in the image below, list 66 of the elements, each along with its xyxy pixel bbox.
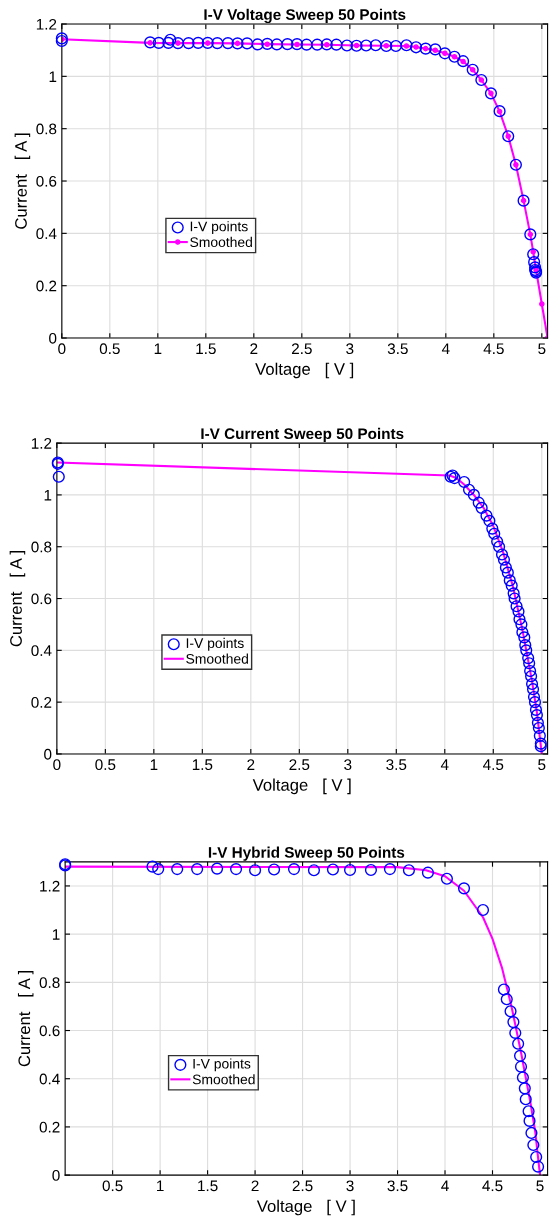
- x-axis-title: Voltage [ V ]: [256, 1199, 355, 1216]
- y-tick-label: 1.2: [31, 437, 52, 449]
- x-tick-label: 5: [536, 1180, 544, 1192]
- y-tick-label: 0.6: [31, 593, 52, 605]
- x-tick-label: 3: [346, 343, 354, 355]
- x-tick-label: 0.5: [99, 343, 120, 355]
- y-tick-label: 0.2: [36, 280, 57, 292]
- x-tick-label: 4: [441, 343, 450, 354]
- y-axis-title: Current [ A ]: [17, 971, 34, 1067]
- x-tick-label: 0.5: [95, 759, 116, 771]
- y-tick-label: 0.8: [39, 977, 60, 989]
- x-tick-label: 4.5: [483, 759, 504, 771]
- x-tick-label: 1.5: [196, 343, 216, 355]
- x-tick-label: 3: [346, 1180, 354, 1192]
- y-tick-label: 1.2: [36, 18, 57, 30]
- x-tick-label: 1: [150, 759, 158, 770]
- legend-label: Smoothed: [192, 1074, 255, 1085]
- y-tick-label: 1: [52, 929, 60, 940]
- x-tick-label: 3: [344, 759, 352, 771]
- x-tick-label: 4: [440, 759, 449, 770]
- x-tick-label: 3.5: [387, 343, 408, 355]
- y-tick-label: 0.6: [36, 175, 57, 187]
- x-axis-title: Voltage [ V ]: [255, 362, 354, 379]
- chart-title: I-V Voltage Sweep 50 Points: [204, 8, 406, 24]
- y-axis-title: Current [ A ]: [14, 133, 31, 229]
- y-tick-label: 1: [49, 71, 57, 82]
- y-tick-label: 1.2: [40, 880, 60, 892]
- x-tick-label: 3.5: [387, 1180, 408, 1192]
- x-tick-label: 3.5: [386, 759, 407, 771]
- chart-title: I-V Current Sweep 50 Points: [201, 427, 404, 443]
- x-tick-label: 1: [154, 343, 162, 354]
- x-tick-label: 4: [441, 1180, 449, 1192]
- x-tick-label: 4.5: [482, 1180, 503, 1192]
- x-tick-label: 2: [247, 759, 255, 770]
- x-tick-label: 2: [250, 343, 258, 354]
- x-tick-label: 2.5: [291, 343, 312, 355]
- x-tick-label: 5: [538, 759, 546, 771]
- x-tick-label: 4.5: [483, 343, 504, 355]
- x-tick-label: 1: [157, 1180, 164, 1192]
- y-tick-label: 0.4: [36, 228, 57, 240]
- legend-label: I-V points: [193, 1058, 251, 1072]
- legend-label: Smoothed: [186, 653, 248, 664]
- y-tick-label: 0: [44, 748, 52, 760]
- legend-label: I-V points: [186, 637, 244, 651]
- y-tick-label: 0.8: [36, 123, 57, 135]
- x-tick-label: 1.5: [198, 1180, 218, 1192]
- y-tick-label: 0.2: [31, 697, 52, 708]
- y-tick-label: 0.4: [39, 1073, 60, 1085]
- x-tick-label: 2.5: [289, 759, 310, 771]
- y-tick-label: 0.2: [39, 1121, 60, 1133]
- legend-label: I-V points: [190, 221, 248, 235]
- y-axis-title: Current [ A ]: [9, 551, 26, 647]
- y-tick-label: 0.8: [31, 541, 52, 553]
- x-tick-label: 5: [538, 343, 546, 355]
- x-tick-label: 2.5: [292, 1180, 313, 1192]
- y-tick-label: 0: [49, 332, 57, 344]
- y-tick-label: 1: [44, 489, 52, 501]
- x-tick-label: 1.5: [192, 759, 213, 771]
- x-tick-label: 2: [251, 1180, 259, 1192]
- x-axis-title: Voltage [ V ]: [252, 778, 351, 795]
- legend-label: Smoothed: [190, 236, 252, 248]
- y-tick-label: 0.6: [39, 1025, 60, 1037]
- x-tick-label: 0.5: [102, 1180, 123, 1192]
- y-tick-label: 0.4: [31, 645, 52, 657]
- chart-title: I-V Hybrid Sweep 50 Points: [208, 846, 405, 861]
- y-tick-label: 0: [52, 1169, 60, 1181]
